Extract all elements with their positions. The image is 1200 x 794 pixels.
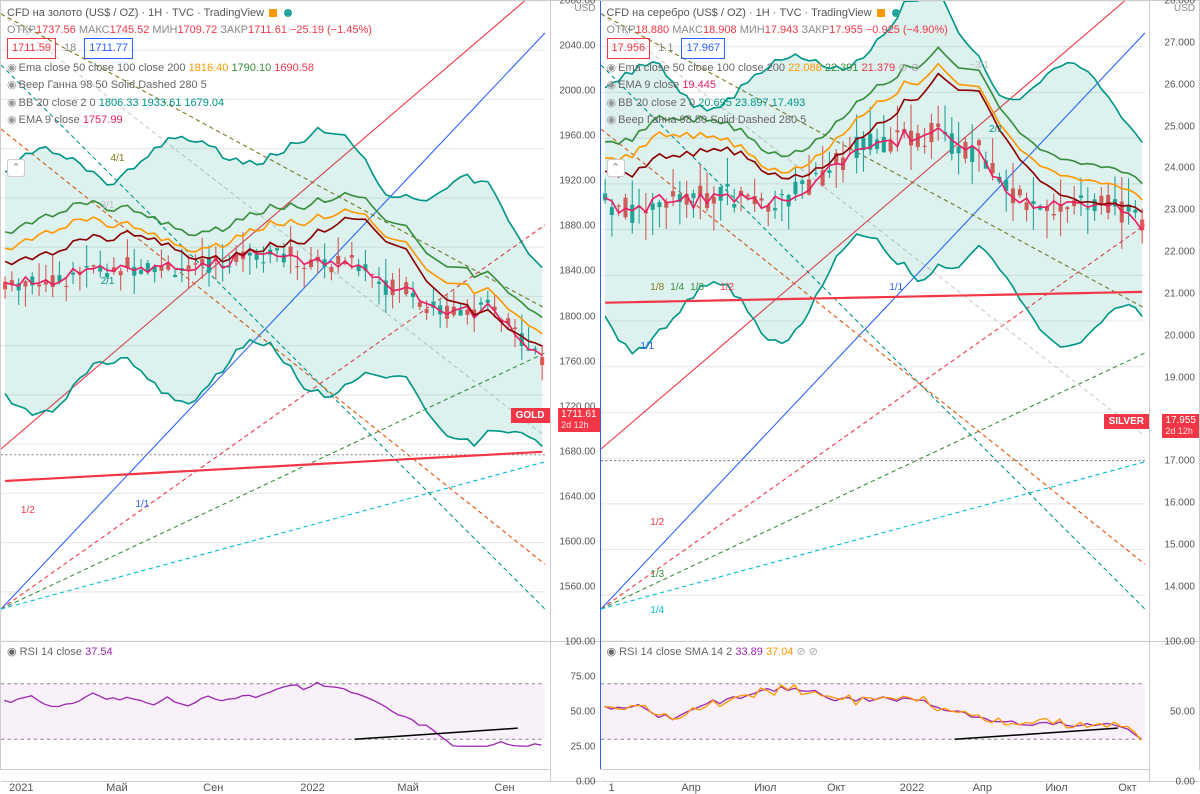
y-axis[interactable]: USD28.00027.00026.00025.00024.00023.0002… — [1149, 1, 1199, 641]
rsi-chart[interactable]: 100.0050.000.00 ◉ RSI 14 close SMA 14 2 3… — [601, 641, 1200, 781]
expand-button[interactable]: ⌃ — [7, 159, 25, 177]
rsi-y-axis: 100.0050.000.00 — [1149, 642, 1199, 781]
symbol-tag: SILVER — [1104, 414, 1149, 429]
indicator-row: ◉BB 20 close 2 0 1806.33 1933.61 1679.04 — [7, 95, 372, 112]
symbol-tag: GOLD — [511, 408, 550, 423]
indicator-row: ◉EMA 9 close 1757.99 — [7, 112, 372, 129]
gann-label: 1/1 — [135, 499, 149, 510]
gann-label: 1/3 — [690, 282, 704, 293]
gann-label: 2/1 — [101, 276, 115, 287]
gann-label: 4/1 — [111, 153, 125, 164]
current-price-tag: 17.9552d 12h — [1162, 414, 1199, 438]
rsi-header: ◉ RSI 14 close 37.54 — [7, 645, 113, 658]
silver-panel: CFD на серебро (US$ / OZ) · 1Н · TVC · T… — [601, 1, 1200, 769]
gann-label: 1/4 — [650, 605, 664, 616]
indicator-row: ◉Ema close 50 close 100 close 200 1816.4… — [7, 60, 372, 77]
chart-header: CFD на серебро (US$ / OZ) · 1Н · TVC · T… — [601, 1, 954, 133]
rsi-header: ◉ RSI 14 close SMA 14 2 33.89 37.04 ⊘ ⊘ — [607, 645, 819, 658]
x-axis[interactable]: 1АпрИюлОкт2022АпрИюлОкт — [601, 781, 1200, 794]
dual-chart-container: CFD на золото (US$ / OZ) · 1Н · TVC · Tr… — [0, 0, 1200, 770]
expand-button[interactable]: ⌃ — [607, 159, 625, 177]
gann-label: −3/1 — [969, 60, 989, 71]
gann-label: 1/2 — [720, 282, 734, 293]
ohlc-row: ОТКР18.880 МАКС18.908 МИН17.943 ЗАКР17.9… — [607, 22, 948, 39]
rsi-y-axis: 100.0075.0050.0025.000.00 — [550, 642, 600, 781]
x-axis[interactable]: 2021МайСен2022МайСен — [1, 781, 600, 794]
chart-header: CFD на золото (US$ / OZ) · 1Н · TVC · Tr… — [1, 1, 378, 133]
current-price-tag: 1711.612d 12h — [558, 408, 599, 432]
chart-title: CFD на золото (US$ / OZ) · 1Н · TVC · Tr… — [7, 5, 372, 22]
y-axis[interactable]: USD2080.002040.002000.001960.001920.0018… — [550, 1, 600, 641]
gold-panel: CFD на золото (US$ / OZ) · 1Н · TVC · Tr… — [1, 1, 601, 769]
price-boxes: 1711.59181711.77 — [7, 38, 372, 59]
gann-label: 2/1 — [989, 124, 1003, 135]
gann-label: 1/3 — [650, 569, 664, 580]
gann-label: 1/1 — [889, 282, 903, 293]
chart-title: CFD на серебро (US$ / OZ) · 1Н · TVC · T… — [607, 5, 948, 22]
indicator-row: ◉BB 20 close 2 0 20.695 23.897 17.493 — [607, 95, 948, 112]
price-boxes: 17.9561.117.967 — [607, 38, 948, 59]
gann-label: 1/1 — [640, 341, 654, 352]
indicator-row: ◉EMA 9 close 19.445 — [607, 77, 948, 94]
ohlc-row: ОТКР1737.56 МАКС1745.52 МИН1709.72 ЗАКР1… — [7, 22, 372, 39]
indicator-row: ◉Веер Ганна 98 50 Solid Dashed 280 5 — [7, 77, 372, 94]
gann-label: 1/8 — [650, 282, 664, 293]
gann-label: 1/2 — [21, 505, 35, 516]
rsi-chart[interactable]: 100.0075.0050.0025.000.00 ◉ RSI 14 close … — [1, 641, 600, 781]
gann-label: 1/4 — [670, 282, 684, 293]
indicator-row: ◉Веер Ганна 98 50 Solid Dashed 280 5 — [607, 112, 948, 129]
gann-label: 3/1 — [101, 200, 115, 211]
indicator-row: ◉Ema close 50 close 100 close 200 22.088… — [607, 60, 948, 77]
gann-label: 1/2 — [650, 517, 664, 528]
